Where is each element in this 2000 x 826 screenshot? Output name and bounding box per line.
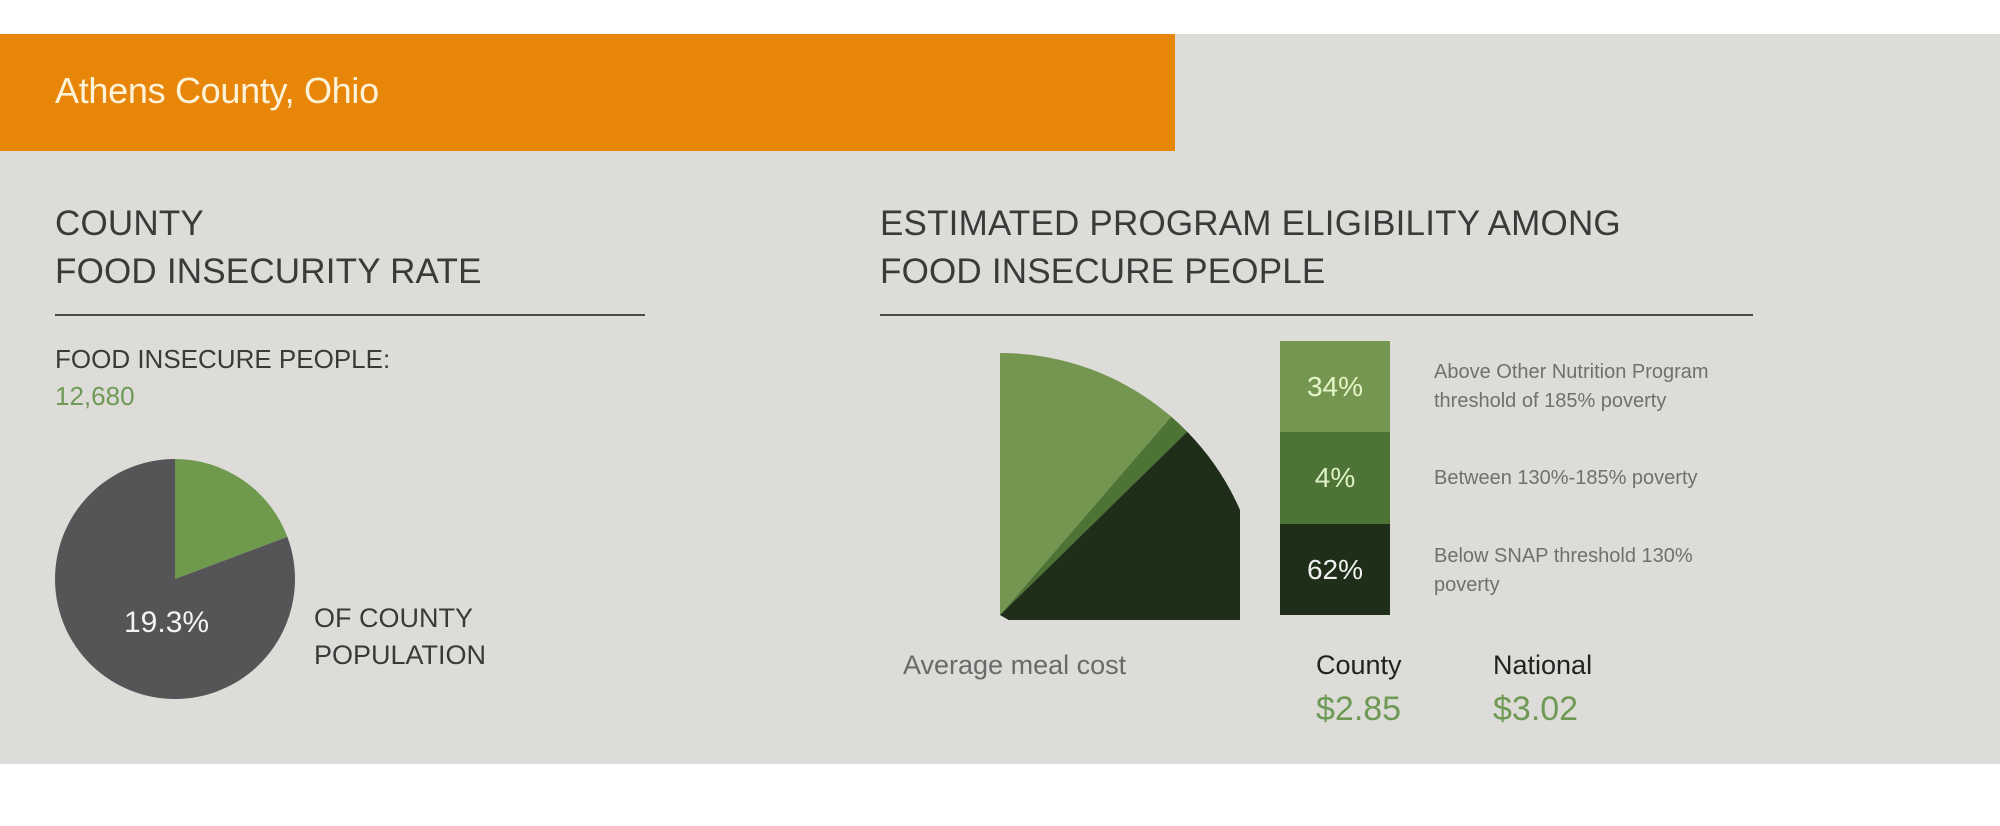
legend-130-185: Between 130%-185% poverty (1434, 467, 1698, 489)
header-banner (0, 34, 1175, 151)
county-cost-label: County (1316, 650, 1402, 680)
food-insecurity-title-line1: COUNTY (55, 204, 204, 243)
food-insecurity-pie (55, 459, 296, 699)
segment-label: 4% (1314, 462, 1356, 493)
pie-percentage-label: 19.3% (124, 606, 210, 639)
segment-130-185: 4% (1280, 432, 1390, 524)
right-divider (880, 314, 1753, 316)
segment-label: 62% (1306, 553, 1364, 585)
county-cost-value: $2.85 (1316, 690, 1402, 728)
average-meal-cost-label: Average meal cost (903, 650, 1127, 680)
eligibility-title-line1: ESTIMATED PROGRAM ELIGIBILITY AMONG (880, 204, 1621, 243)
eligibility-title-line2: FOOD INSECURE PEOPLE (880, 252, 1326, 291)
food-insecure-people-label: FOOD INSECURE PEOPLE: (55, 344, 391, 374)
pie-slice-other (55, 459, 296, 699)
pie-slice-food-insecure (175, 459, 288, 579)
legend-below-130: Below SNAP threshold 130% poverty (1434, 545, 1693, 596)
national-cost-label: National (1493, 650, 1593, 680)
eligibility-stacked-bar: 34% 4% 62% (1280, 341, 1390, 615)
pie-caption-line1: OF COUNTY (314, 603, 473, 633)
fan-slice-above-185 (1000, 353, 1172, 615)
eligibility-fan-chart (1000, 353, 1240, 620)
fan-slice-130-185 (1000, 416, 1188, 615)
national-cost-value: $3.02 (1493, 690, 1579, 728)
county-title: Athens County, Ohio (55, 70, 379, 111)
left-divider (55, 314, 645, 316)
segment-below-130: 62% (1280, 524, 1390, 615)
segment-label: 34% (1306, 370, 1364, 402)
food-insecurity-title-line2: FOOD INSECURITY RATE (55, 252, 482, 291)
food-insecure-people-value: 12,680 (55, 381, 135, 411)
pie-caption-line2: POPULATION (314, 640, 487, 670)
segment-above-185: 34% (1280, 341, 1390, 432)
legend-above-185: Above Other Nutrition Program threshold … (1434, 361, 1709, 412)
fan-slice-below-130 (1000, 431, 1240, 620)
